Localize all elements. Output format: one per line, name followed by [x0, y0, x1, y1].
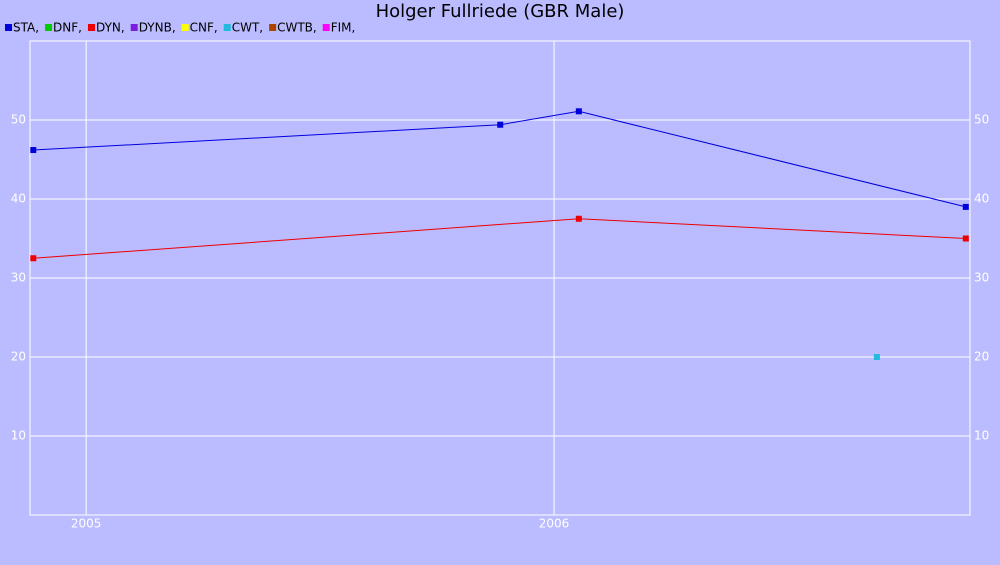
x-tick-label: 2005: [71, 517, 102, 531]
series-line: [33, 218, 966, 259]
legend-label: DYNB,: [139, 21, 176, 35]
legend-swatch: [181, 24, 189, 31]
data-point: [575, 108, 582, 115]
series-line: [33, 110, 966, 208]
legend-label: FIM,: [331, 21, 356, 35]
legend-swatch: [223, 24, 231, 31]
legend-swatch: [45, 24, 53, 31]
data-point: [30, 255, 37, 262]
y-tick-label: 20: [11, 350, 26, 364]
x-tick-label: 2006: [539, 517, 570, 531]
y-tick-label-right: 30: [974, 271, 989, 285]
legend-label: CWTB,: [277, 21, 317, 35]
legend-label: STA,: [13, 21, 39, 35]
y-tick-label: 10: [11, 429, 26, 443]
legend-swatch: [5, 24, 12, 31]
data-point: [497, 121, 504, 128]
legend-swatch: [130, 24, 138, 31]
legend-label: CWT,: [232, 21, 263, 35]
y-tick-label-right: 10: [974, 429, 989, 443]
legend-label: DYN,: [96, 21, 125, 35]
data-point: [962, 235, 969, 242]
y-tick-label: 40: [11, 192, 26, 206]
data-point: [962, 203, 969, 210]
legend-swatch: [87, 24, 95, 31]
y-tick-label-right: 20: [974, 350, 989, 364]
data-point: [30, 147, 37, 154]
y-tick-label-right: 40: [974, 192, 989, 206]
y-tick-label: 50: [11, 113, 26, 127]
data-point: [575, 215, 582, 222]
legend-swatch: [269, 24, 277, 31]
legend-label: DNF,: [53, 21, 82, 35]
legend-swatch: [322, 24, 330, 31]
data-point: [873, 354, 880, 360]
chart-title: Holger Fullriede (GBR Male): [376, 1, 625, 22]
y-tick-label: 30: [11, 271, 26, 285]
legend-label: CNF,: [190, 21, 218, 35]
y-tick-label-right: 50: [974, 113, 989, 127]
